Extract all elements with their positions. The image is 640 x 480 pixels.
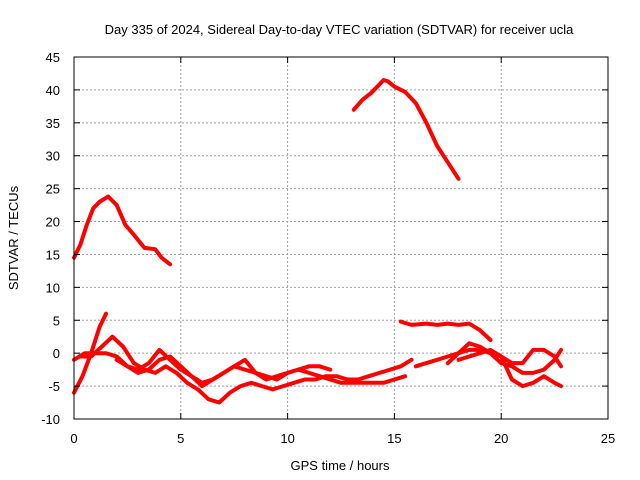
y-tick-label: 5 xyxy=(53,313,60,328)
y-tick-label: 35 xyxy=(46,116,60,131)
y-tick-label: 0 xyxy=(53,346,60,361)
x-tick-label: 5 xyxy=(177,431,184,446)
y-tick-label: -5 xyxy=(48,379,60,394)
y-tick-label: 40 xyxy=(46,83,60,98)
axis-ticks xyxy=(73,56,609,420)
series-line-arc-evening-c xyxy=(456,347,563,369)
series-line-arc-low-c xyxy=(114,354,333,385)
x-tick-label: 0 xyxy=(70,431,77,446)
y-tick-label: 15 xyxy=(46,247,60,262)
series-line-arc-evening-b xyxy=(445,341,563,389)
axis-tick-labels: 0 5 10 15 20 25 -10 -5 0 5 10 15 20 25 30 35 40 45 xyxy=(41,50,615,446)
series-line-arc-afternoon-band xyxy=(398,319,493,342)
y-tick-label: 20 xyxy=(46,215,60,230)
chart-title: Day 335 of 2024, Sidereal Day-to-day VTE… xyxy=(105,22,574,37)
y-tick-label: 25 xyxy=(46,182,60,197)
series-line-arc-high-noon xyxy=(351,78,461,181)
y-tick-label: -10 xyxy=(41,412,60,427)
x-axis-label: GPS time / hours xyxy=(291,458,390,473)
y-axis-label: SDTVAR / TECUs xyxy=(6,185,21,290)
x-tick-label: 20 xyxy=(494,431,508,446)
series-line-arc-low-b xyxy=(78,334,414,405)
y-tick-label: 10 xyxy=(46,280,60,295)
y-tick-label: 45 xyxy=(46,50,60,65)
x-tick-label: 10 xyxy=(280,431,294,446)
x-tick-label: 15 xyxy=(387,431,401,446)
plot-frame xyxy=(73,56,609,420)
x-tick-label: 25 xyxy=(601,431,615,446)
series-layer xyxy=(72,78,563,405)
series-line-arc-morning-peak xyxy=(72,194,173,267)
y-tick-label: 30 xyxy=(46,149,60,164)
